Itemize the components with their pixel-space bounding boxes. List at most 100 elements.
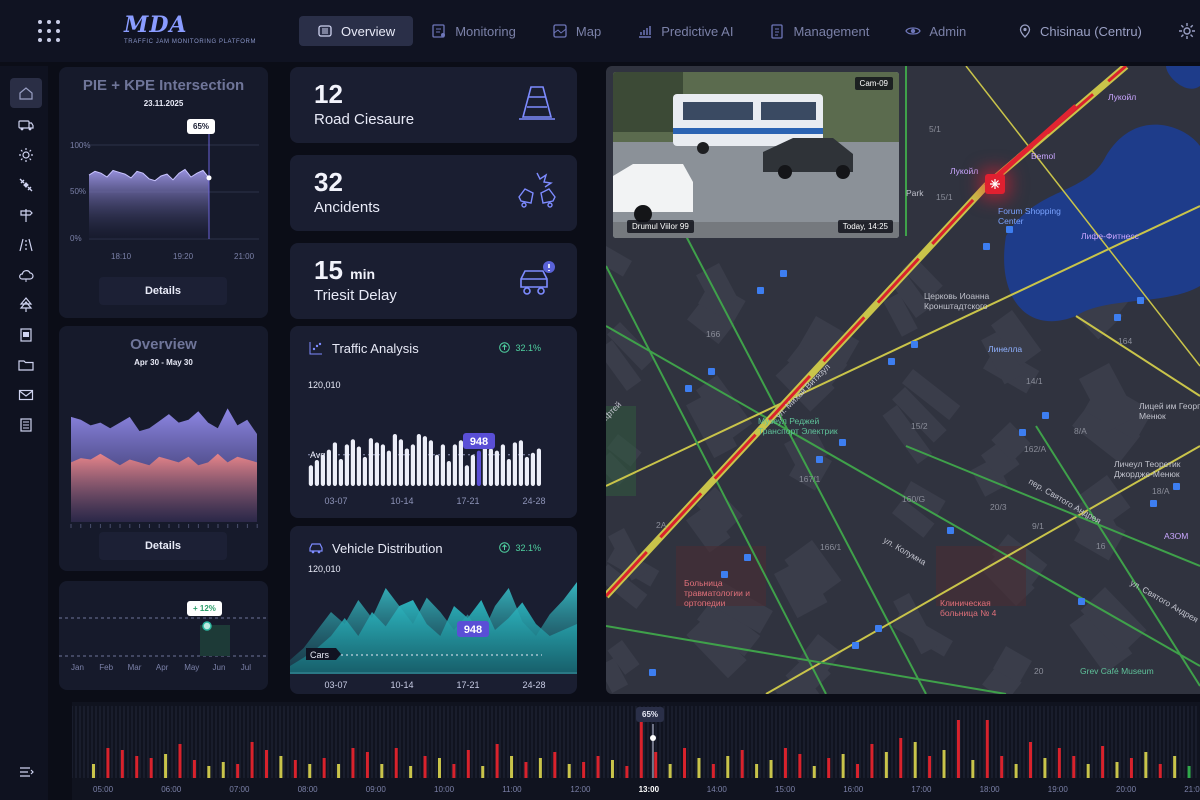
timeline-tick: 05:00 <box>93 785 114 794</box>
traffic-map[interactable]: Лукойл Bemol Лукойл Forum Shopping Center Ли… <box>606 66 1200 694</box>
nav-monitoring[interactable]: Monitoring <box>413 16 534 46</box>
sidebar-item-list[interactable] <box>10 410 42 440</box>
nav-predictive-ai[interactable]: Predictive AI <box>619 16 751 46</box>
traffic-analysis-badge-value: 32.1% <box>515 342 541 353</box>
building-block <box>686 617 747 679</box>
collapse-menu-icon[interactable] <box>18 764 34 780</box>
month-tick: Jun <box>212 663 226 672</box>
bus-stop-icon <box>744 554 751 561</box>
timeline-bar <box>740 750 744 778</box>
nav-management[interactable]: Management <box>751 16 887 46</box>
camera-feed-image <box>613 72 899 238</box>
timeline-bar <box>481 766 485 778</box>
building-block <box>685 505 731 553</box>
road-cone-icon <box>519 86 555 120</box>
satellite-icon <box>19 178 33 192</box>
map-label[interactable]: Bemol <box>1031 151 1056 161</box>
map-label[interactable]: Больница травматологии и ортопедии <box>684 578 750 608</box>
timeline-tick: 20:00 <box>1116 785 1137 794</box>
monitoring-icon <box>432 24 446 38</box>
map-label[interactable]: Линелла <box>988 344 1023 354</box>
traffic-analysis-card: Traffic Analysis 32.1% 120,010 948 Avg 03-… <box>290 326 577 518</box>
management-icon <box>771 24 784 39</box>
map-label[interactable]: Личеул Теоретик Джордже-Менюк <box>1114 459 1181 479</box>
map-label[interactable]: Grev Café Museum <box>1080 666 1154 676</box>
map-label[interactable]: Лифе-Фитнесс <box>1081 231 1139 241</box>
timeline-bar <box>149 758 153 778</box>
location-selector[interactable]: Chisinau (Centru) <box>1018 16 1142 46</box>
monthly-pill: + 12% <box>187 601 222 616</box>
timeline-bar <box>726 756 730 778</box>
nav-admin[interactable]: Admin <box>887 16 984 46</box>
map-label[interactable]: Церковь Иоанна Кронштадтского <box>924 291 990 311</box>
sidebar-item-vehicle[interactable] <box>10 110 42 140</box>
camera-feed[interactable]: Cam-09 Drumul Viilor 99 Today, 14:25 <box>613 72 899 238</box>
overview-details-button[interactable]: Details <box>99 532 227 560</box>
sidebar-item-satellite[interactable] <box>10 170 42 200</box>
timeline-bar <box>1115 762 1119 778</box>
building-block <box>980 440 1020 480</box>
document-icon <box>20 328 32 342</box>
bus-stop-icon <box>1019 429 1026 436</box>
bar <box>440 444 445 486</box>
intersection-area-chart <box>88 129 259 240</box>
admin-icon <box>905 27 922 35</box>
current-time-handle <box>650 735 656 741</box>
map-label[interactable]: Park <box>906 188 924 198</box>
x-tick: 21:00 <box>234 252 255 261</box>
folder-icon <box>18 360 34 371</box>
house-number: 16 <box>1096 541 1106 551</box>
incident-marker[interactable] <box>985 174 1005 194</box>
marker-point <box>206 175 212 181</box>
timeline-bar <box>409 766 413 778</box>
sidebar <box>0 66 48 800</box>
gear-icon[interactable] <box>1178 22 1196 40</box>
stat-card-road-closures[interactable]: 12 Road Ciesaure <box>290 67 577 143</box>
bar <box>356 446 361 486</box>
sidebar-item-signpost[interactable] <box>10 200 42 230</box>
camera-time: Today, 14:25 <box>837 220 893 233</box>
nav-overview[interactable]: Overview <box>299 16 414 46</box>
sidebar-item-document[interactable] <box>10 320 42 350</box>
bar <box>332 442 337 486</box>
sidebar-item-weather[interactable] <box>10 140 42 170</box>
map-label[interactable]: Лицей им Георге Менюк <box>1139 401 1200 421</box>
bar <box>464 465 469 486</box>
bar <box>380 444 385 486</box>
map-icon <box>553 24 567 38</box>
sidebar-item-mail[interactable] <box>10 380 42 410</box>
map-label[interactable]: Forum Shopping Center <box>998 206 1061 226</box>
sidebar-item-road[interactable] <box>10 230 42 260</box>
nav-map-label: Map <box>575 23 602 39</box>
map-label[interactable]: Клиническая больница № 4 <box>940 598 997 618</box>
stat-card-transit-delay[interactable]: 15 min Triesit Delay <box>290 243 577 319</box>
intersection-details-button[interactable]: Details <box>99 277 227 305</box>
timeline-bar <box>308 764 312 778</box>
timeline-bar <box>423 756 427 778</box>
map-label[interactable]: Лукойл <box>1108 92 1137 102</box>
house-number: 160/G <box>902 494 926 504</box>
building-block <box>893 593 938 655</box>
map-label[interactable]: Музеул Реджей Транспорт Электрик <box>758 416 838 436</box>
timeline-bar <box>293 760 297 778</box>
map-label[interactable]: Лукойл <box>950 166 979 176</box>
nav-map[interactable]: Map <box>534 16 619 46</box>
stat-value: 15 min <box>314 255 375 286</box>
sidebar-item-tree[interactable] <box>10 290 42 320</box>
camera-location: Drumul Viilor 99 <box>627 220 694 233</box>
sidebar-item-folder[interactable] <box>10 350 42 380</box>
bar <box>452 444 457 486</box>
map-roads <box>606 66 1200 694</box>
location-label: Chisinau (Centru) <box>1040 23 1142 39</box>
building-block <box>981 328 1028 385</box>
stat-number: 12 <box>314 79 343 109</box>
map-label[interactable]: АЗОМ <box>1164 531 1189 541</box>
house-number: 5/1 <box>929 124 941 134</box>
timeline-bar <box>1158 764 1162 778</box>
sidebar-item-home[interactable] <box>10 78 42 108</box>
timeline[interactable]: 65% 05:00 06:00 07:00 08:00 09:00 10:00 11:00 1… <box>72 702 1200 800</box>
sidebar-item-cloud[interactable] <box>10 260 42 290</box>
app-grid-icon[interactable] <box>38 20 60 42</box>
bus-stop-icon <box>708 368 715 375</box>
stat-card-accidents[interactable]: 32 Ancidents <box>290 155 577 231</box>
